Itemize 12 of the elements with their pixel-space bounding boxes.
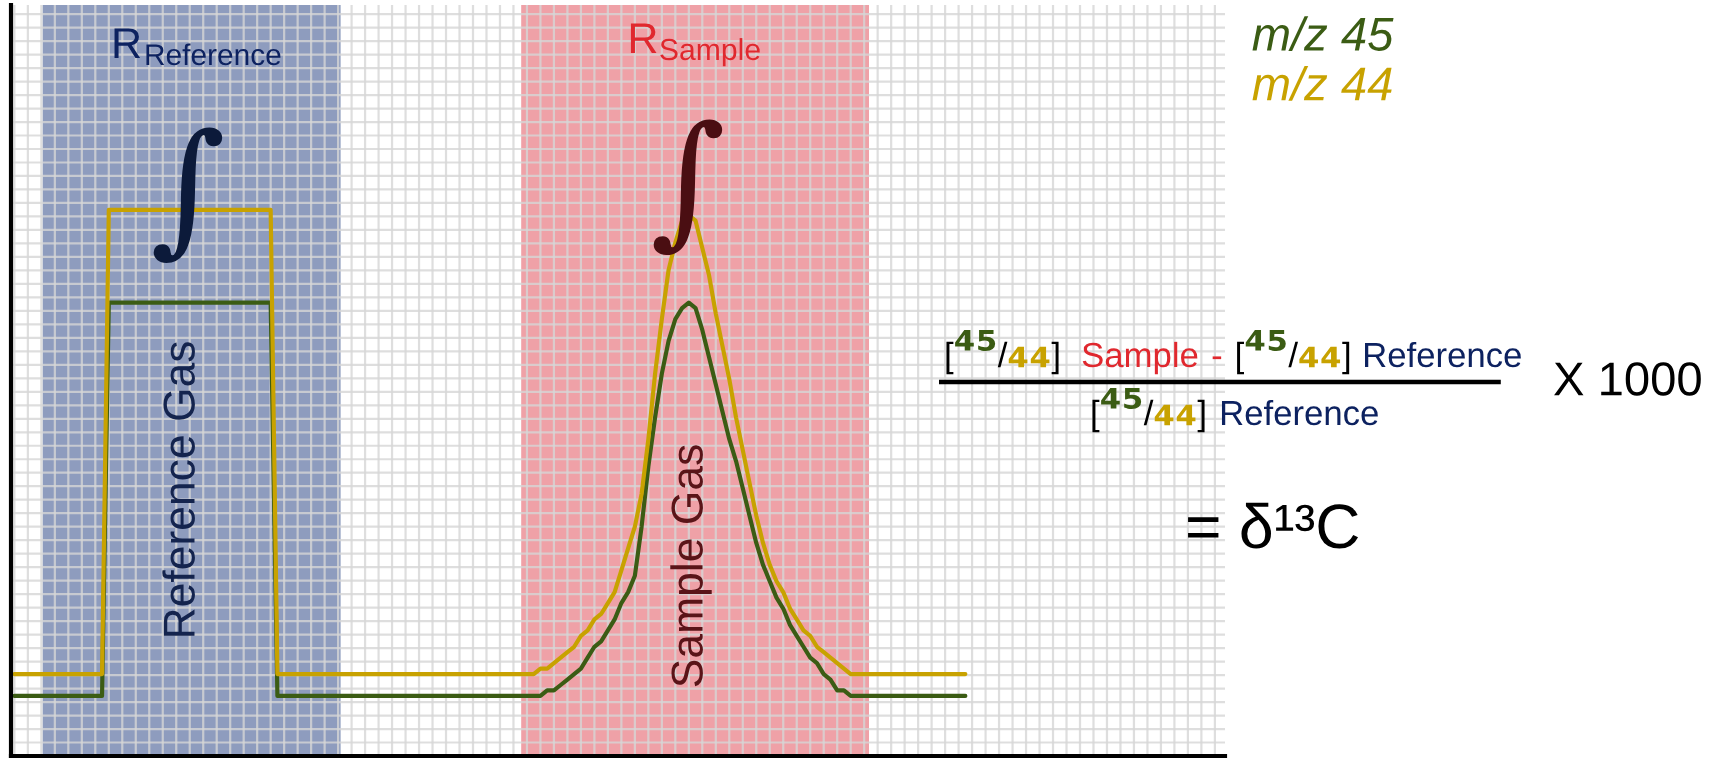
annotation: Reference Gas (162, 342, 195, 636)
annotation: [⁴⁵/₄₄] Reference (1092, 388, 1378, 433)
text: R (114, 28, 141, 58)
text: R$_{Sample}$ (630, 23, 760, 67)
text: m/z 44 (1252, 65, 1392, 101)
annotation: = δ¹³C (1188, 502, 1359, 549)
text: X 1000 (1554, 362, 1701, 396)
annotation: Sample Gas (670, 445, 712, 687)
text: [⁴⁵/₄₄] Sample - [⁴⁵/₄₄] Reference (946, 330, 1521, 375)
text: m/z 45 (1252, 16, 1394, 51)
annotation: ∫ (653, 119, 723, 256)
text: Reference (146, 43, 281, 66)
